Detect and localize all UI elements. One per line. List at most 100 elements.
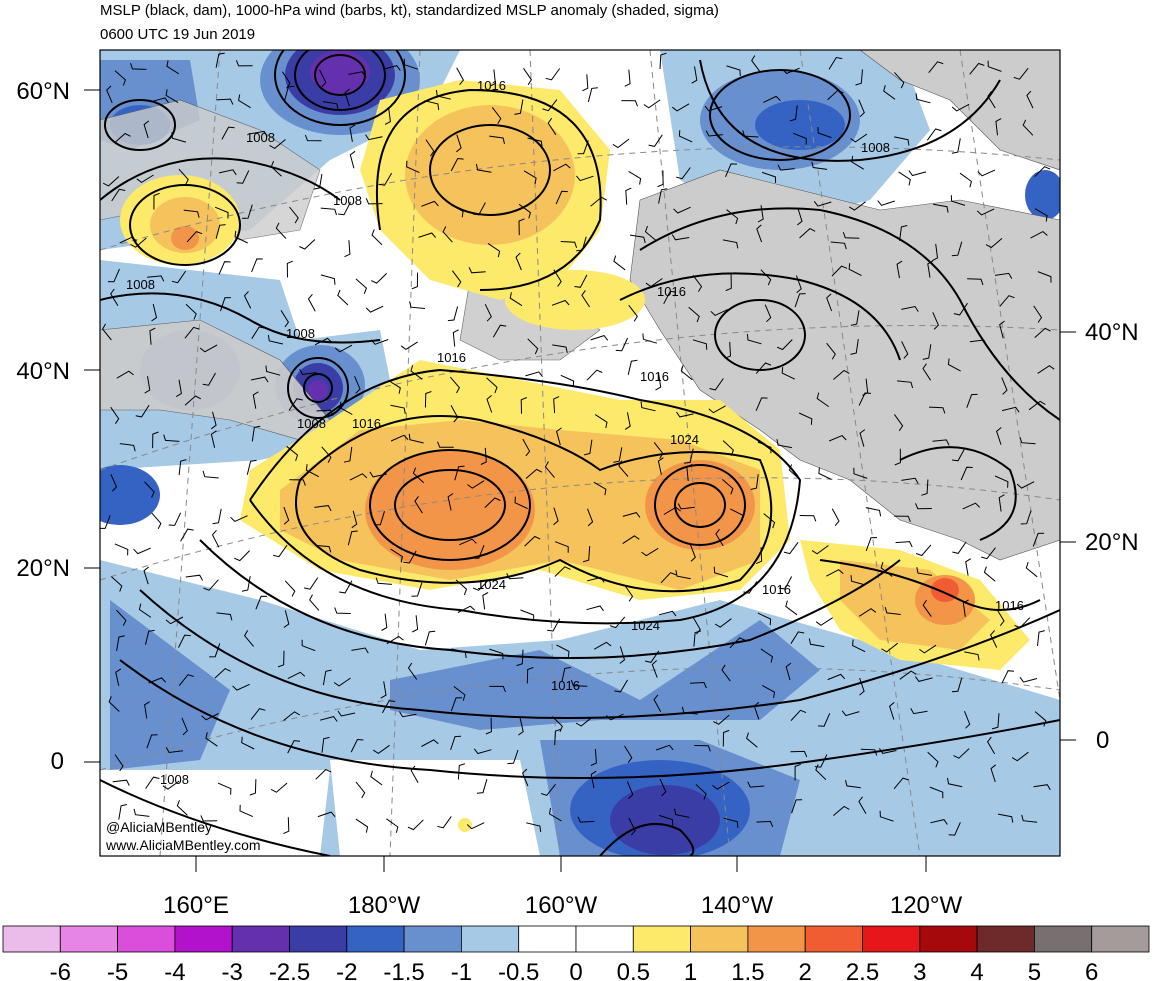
wind-barb <box>514 496 528 510</box>
wind-barb <box>624 69 631 87</box>
wind-barb <box>527 137 543 148</box>
wind-barb <box>130 63 147 70</box>
wind-barb <box>581 290 591 308</box>
wind-barb <box>1020 510 1032 525</box>
wind-barb <box>449 376 461 394</box>
wind-barb <box>272 544 288 558</box>
wind-barb <box>985 238 1003 249</box>
wind-barb <box>624 584 634 602</box>
wind-barb <box>714 618 732 628</box>
wind-barb <box>114 754 124 772</box>
wind-barb <box>625 187 632 205</box>
wind-barb <box>764 304 772 323</box>
credit-website: www.AliciaMBentley.com <box>105 837 261 853</box>
wind-barb <box>628 170 642 185</box>
wind-barb <box>486 377 498 394</box>
wind-barb <box>653 694 662 713</box>
wind-barb <box>414 496 423 514</box>
wind-barb <box>215 224 226 239</box>
wind-barb <box>750 474 759 490</box>
wind-barb <box>655 744 674 751</box>
wind-barb <box>756 224 763 243</box>
wind-barb <box>171 132 187 143</box>
wind-barb <box>202 470 219 479</box>
wind-barb <box>252 391 259 409</box>
wind-barb <box>304 134 322 142</box>
colorbar-swatch <box>2 925 61 953</box>
credit-handle: @AliciaMBentley <box>106 819 212 835</box>
wind-barb <box>561 667 571 683</box>
colorbar-label: -2 <box>336 959 357 981</box>
wind-barb <box>480 447 487 465</box>
wind-barb <box>349 124 356 142</box>
wind-barb <box>587 87 598 103</box>
wind-barb <box>951 103 970 112</box>
wind-barb <box>489 648 504 660</box>
contour-label: 1008 <box>160 772 189 787</box>
wind-barb <box>250 130 268 137</box>
wind-barb <box>307 293 316 312</box>
wind-barb <box>915 544 932 557</box>
wind-barb <box>893 777 909 790</box>
lat-label-left: 20°N <box>16 555 70 582</box>
wind-barb <box>175 379 182 398</box>
lat-label-right: 40°N <box>1085 319 1139 346</box>
wind-barb <box>725 163 738 177</box>
wind-barb <box>851 155 864 170</box>
wind-barb <box>506 573 524 580</box>
wind-barb <box>280 310 290 328</box>
wind-barb <box>553 163 571 172</box>
wind-barb <box>712 781 730 790</box>
wind-barb <box>275 222 287 239</box>
colorbar-swatch <box>460 925 520 953</box>
wind-barb <box>710 308 729 316</box>
wind-barb <box>855 69 863 86</box>
wind-barb <box>251 425 261 442</box>
wind-barb <box>560 374 575 388</box>
wind-barb <box>283 506 290 525</box>
contour-label: 1008 <box>297 416 326 431</box>
wind-barb <box>1019 436 1036 445</box>
wind-barb <box>815 764 827 781</box>
wind-barb <box>553 507 559 526</box>
wind-barb <box>370 273 388 284</box>
wind-barb <box>796 207 803 226</box>
wind-barb <box>947 777 963 788</box>
wind-barb <box>715 528 724 547</box>
wind-barb <box>964 711 971 729</box>
wind-barb <box>374 511 385 526</box>
wind-barb <box>554 541 569 553</box>
wind-barb <box>108 696 120 712</box>
wind-barb <box>347 530 358 546</box>
wind-barb <box>1034 208 1048 222</box>
wind-barb <box>241 736 255 750</box>
wind-barb <box>217 782 232 795</box>
wind-barb <box>450 735 462 751</box>
wind-barb <box>354 376 361 394</box>
wind-barb <box>246 459 257 475</box>
wind-barb <box>133 808 150 817</box>
wind-barb <box>147 275 165 282</box>
wind-barb <box>487 242 501 258</box>
wind-barb <box>850 310 860 326</box>
wind-barb <box>216 612 233 621</box>
wind-barb <box>916 567 932 576</box>
colorbar-label: 0 <box>569 959 582 981</box>
wind-barb <box>827 89 844 101</box>
wind-barb <box>928 406 946 414</box>
wind-barb <box>789 105 798 122</box>
wind-barb <box>386 635 404 645</box>
wind-barb <box>482 592 489 610</box>
colorbar-swatch <box>632 925 691 953</box>
wind-barb <box>624 412 631 430</box>
wind-barb <box>582 546 591 563</box>
wind-barb <box>412 615 419 633</box>
wind-barb <box>239 804 254 818</box>
wind-barb <box>152 431 159 449</box>
wind-barb <box>214 206 229 219</box>
wind-barb <box>118 804 128 820</box>
wind-barb <box>859 429 866 447</box>
wind-barb <box>265 365 281 376</box>
wind-barb <box>386 818 399 833</box>
wind-barb <box>977 169 996 177</box>
